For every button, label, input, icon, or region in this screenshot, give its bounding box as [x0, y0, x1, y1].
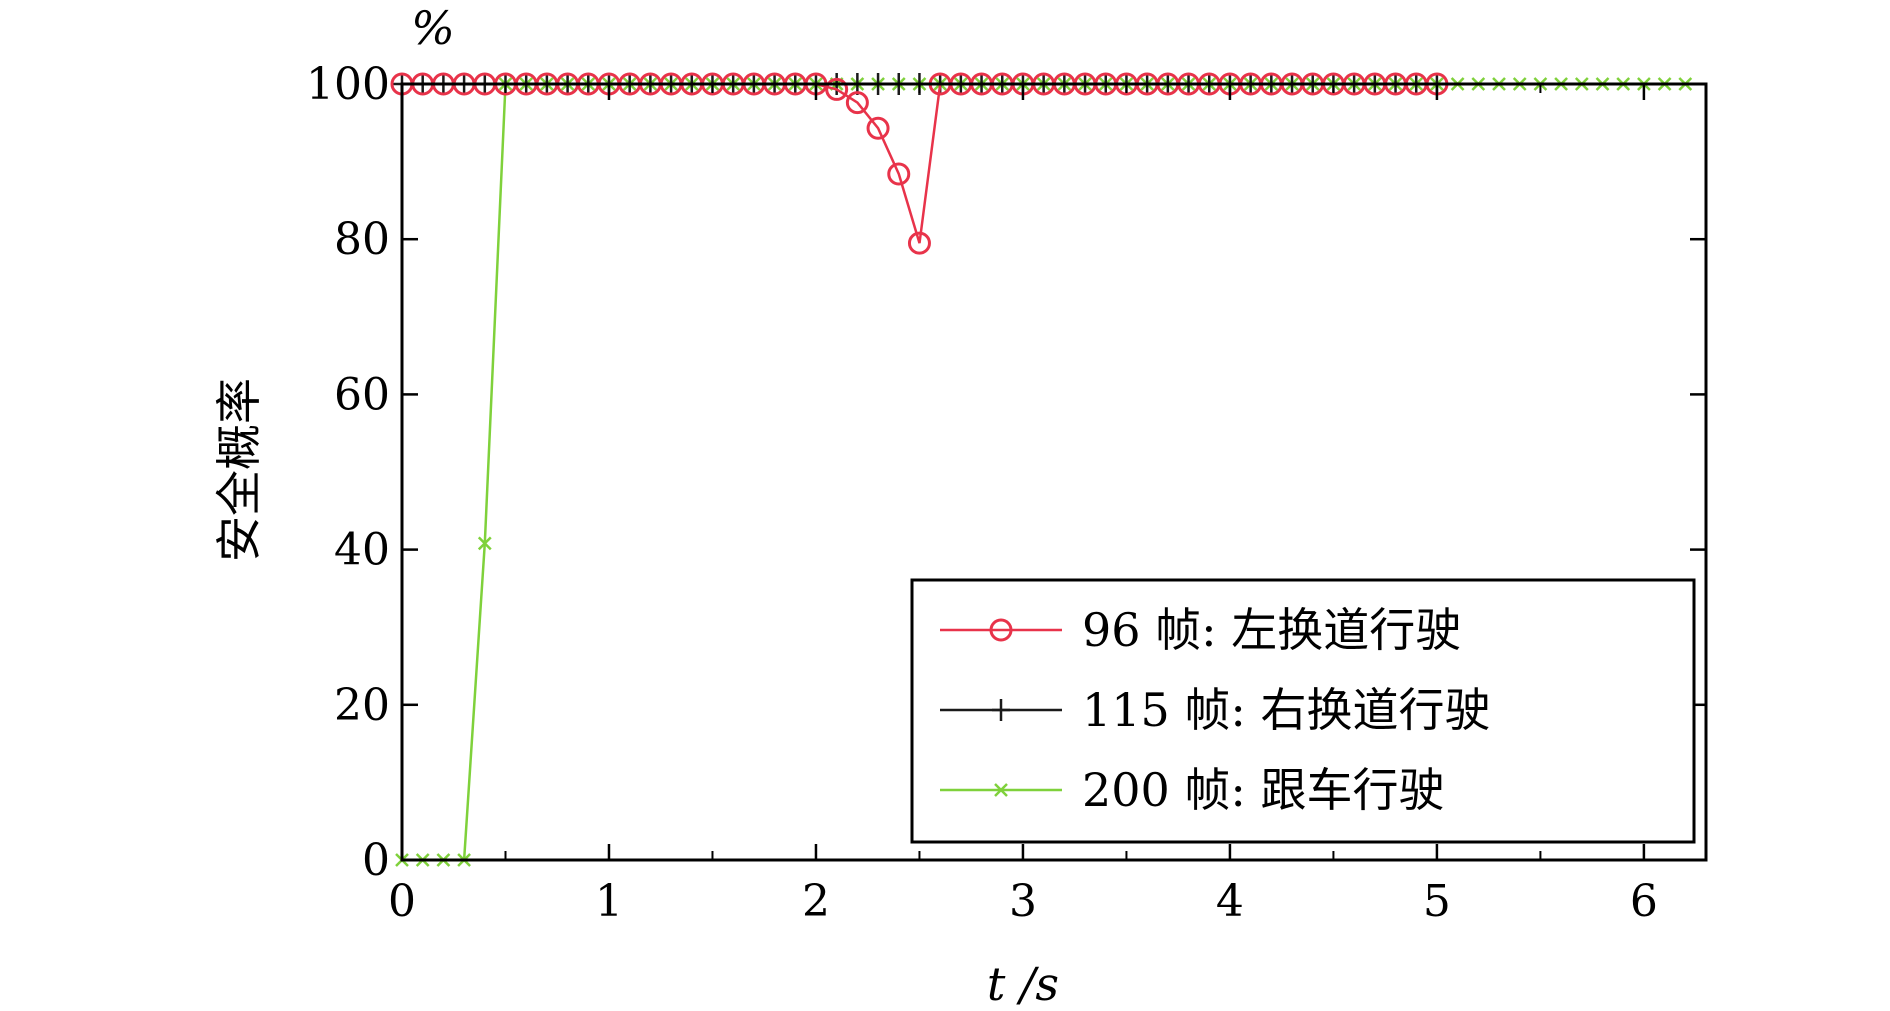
x-axis-label: t /s: [987, 957, 1059, 1011]
legend-item: 200 帧: 跟车行驶: [940, 763, 1445, 817]
legend-label: 96 帧: 左换道行驶: [1082, 603, 1461, 657]
y-tick-label: 60: [334, 369, 390, 420]
legend-marker: [989, 618, 1013, 642]
y-axis-unit: %: [411, 1, 455, 55]
legend-label: 115 帧: 右换道行驶: [1082, 683, 1491, 737]
x-tick-label: 1: [595, 876, 623, 927]
legend-item: 115 帧: 右换道行驶: [940, 683, 1491, 737]
x-tick-label: 2: [802, 876, 830, 927]
x-b: [477, 536, 492, 551]
y-tick-label: 80: [334, 214, 390, 265]
y-tick-label: 0: [362, 835, 390, 886]
y-tick-label: 40: [334, 525, 390, 576]
data-point: [845, 91, 869, 115]
series-0: [390, 72, 1449, 255]
data-point: [887, 162, 911, 186]
legend-item: 96 帧: 左换道行驶: [940, 603, 1461, 657]
x-tick-label: 3: [1009, 876, 1037, 927]
series-line: [402, 82, 1437, 244]
legend-marker: [994, 783, 1008, 797]
legend-marker: [992, 699, 1010, 721]
plot-frame: [400, 82, 1708, 862]
y-tick-label: 20: [334, 680, 390, 731]
data-point: [477, 536, 492, 551]
y-axis-label: 安全概率: [212, 378, 266, 562]
x-tick-label: 4: [1216, 876, 1244, 927]
data-point: [866, 116, 890, 140]
legend-label: 200 帧: 跟车行驶: [1082, 763, 1445, 817]
data-point: [825, 77, 849, 101]
data-point: [907, 231, 931, 255]
ticks-layer: [400, 82, 1706, 862]
x-tick-label: 5: [1423, 876, 1451, 927]
x-tick-label: 6: [1630, 876, 1658, 927]
x-b: [994, 783, 1008, 797]
legend: 96 帧: 左换道行驶 115 帧: 右换道行驶 200 帧: 跟车行驶: [910, 578, 1696, 844]
x-tick-label: 0: [388, 876, 416, 927]
y-tick-label: 100: [306, 59, 390, 110]
